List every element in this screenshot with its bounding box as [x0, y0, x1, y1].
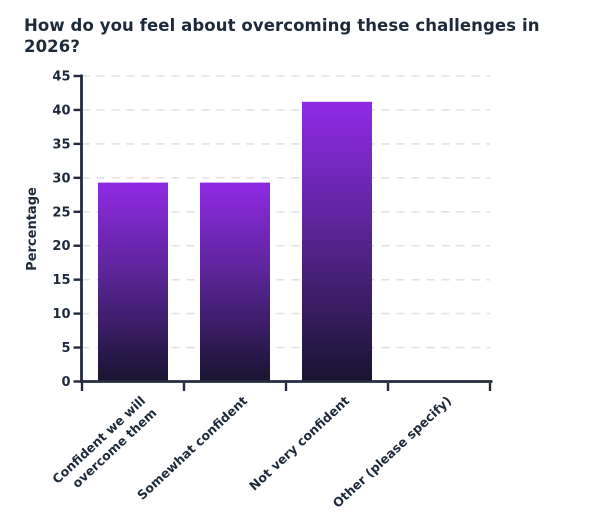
y-tick-label-30: 30 [52, 171, 70, 186]
y-tick-label-15: 15 [52, 273, 70, 288]
bar-1 [200, 182, 270, 382]
y-tick-label-5: 5 [61, 341, 70, 356]
x-category-label-line: Not very confident [246, 393, 352, 493]
x-category-label-3: Other (please specify) [330, 393, 455, 511]
x-category-label-2: Not very confident [246, 393, 352, 493]
chart-title: How do you feel about overcoming these c… [24, 16, 540, 56]
y-tick-label-45: 45 [52, 70, 70, 85]
y-tick-label-35: 35 [52, 137, 70, 152]
y-tick-label-0: 0 [61, 375, 70, 390]
bar-0 [98, 182, 168, 382]
bar-2 [302, 101, 372, 382]
x-category-label-line: Other (please specify) [330, 393, 455, 511]
y-tick-label-20: 20 [52, 239, 70, 254]
y-tick-label-25: 25 [52, 205, 70, 220]
y-tick-label-40: 40 [52, 103, 70, 118]
y-axis-title: Percentage [25, 187, 40, 271]
y-tick-label-10: 10 [52, 307, 70, 322]
